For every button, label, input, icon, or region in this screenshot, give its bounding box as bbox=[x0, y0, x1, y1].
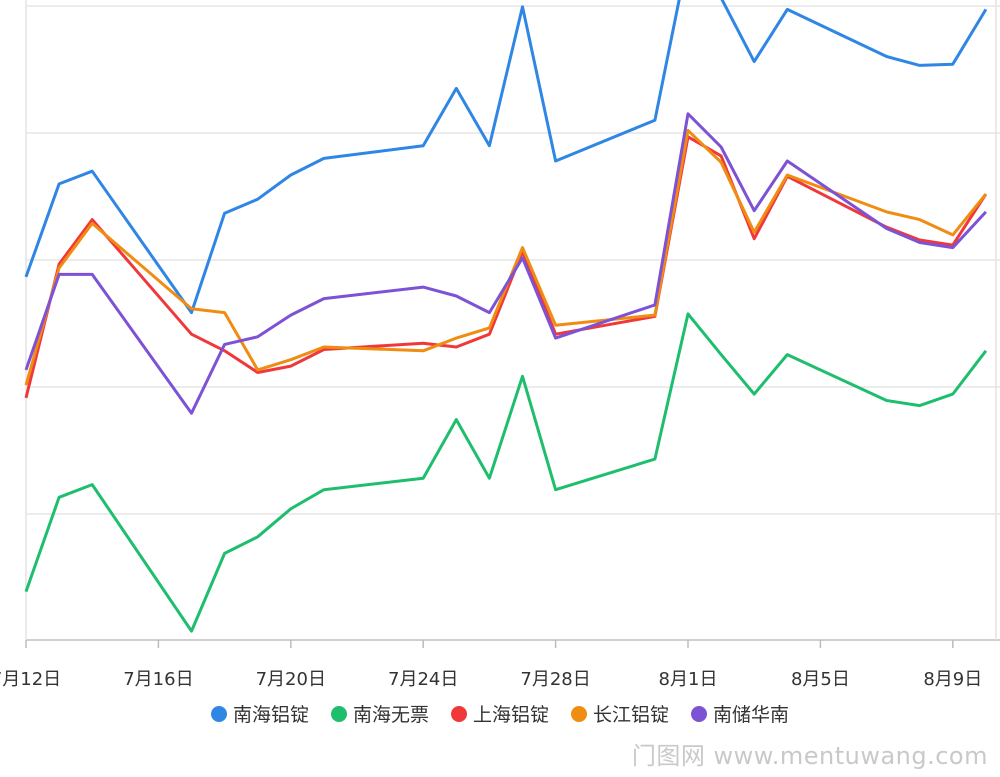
legend-swatch bbox=[450, 705, 467, 722]
legend: 南海铝锭 南海无票 上海铝锭 长江铝锭 南储华南 bbox=[0, 700, 1000, 727]
series-line-5 bbox=[24, 112, 987, 415]
legend-item[interactable]: 南海无票 bbox=[330, 700, 429, 727]
x-tick-label: 7月28日 bbox=[520, 669, 590, 690]
legend-item[interactable]: 南储华南 bbox=[691, 700, 789, 727]
legend-label: 南海无票 bbox=[352, 704, 429, 726]
legend-item[interactable]: 上海铝锭 bbox=[450, 700, 549, 727]
x-tick-label: 7月16日 bbox=[123, 669, 193, 690]
legend-label: 长江铝锭 bbox=[593, 704, 670, 726]
legend-swatch bbox=[691, 705, 708, 722]
legend-swatch bbox=[210, 705, 227, 722]
x-tick-label: 8月5日 bbox=[791, 669, 850, 690]
series-line-1 bbox=[24, 0, 988, 315]
legend-swatch bbox=[330, 705, 347, 722]
legend-swatch bbox=[571, 705, 587, 722]
legend-label: 南海铝锭 bbox=[232, 704, 309, 726]
legend-item[interactable]: 长江铝锭 bbox=[571, 700, 669, 727]
x-tick-label: 7月24日 bbox=[388, 669, 458, 690]
legend-label: 南储华南 bbox=[713, 704, 790, 726]
series-line-2 bbox=[24, 312, 988, 633]
series-line-3 bbox=[24, 135, 988, 399]
series-line-4 bbox=[24, 128, 988, 386]
line-chart: 7月12日 7月16日 7月20日 7月24日 7月28日 8月1日 8月5日 8月9日 bbox=[0, 0, 1000, 690]
x-tick-label: 8月1日 bbox=[659, 669, 718, 690]
x-tick-label: 7月12日 bbox=[0, 669, 61, 690]
watermark: 门图网 www.mentuwang.com bbox=[631, 742, 988, 770]
x-tick-label: 8月9日 bbox=[923, 669, 982, 690]
legend-label: 上海铝锭 bbox=[472, 704, 549, 726]
x-tick-label: 7月20日 bbox=[256, 669, 326, 690]
legend-item[interactable]: 南海铝锭 bbox=[210, 700, 309, 727]
